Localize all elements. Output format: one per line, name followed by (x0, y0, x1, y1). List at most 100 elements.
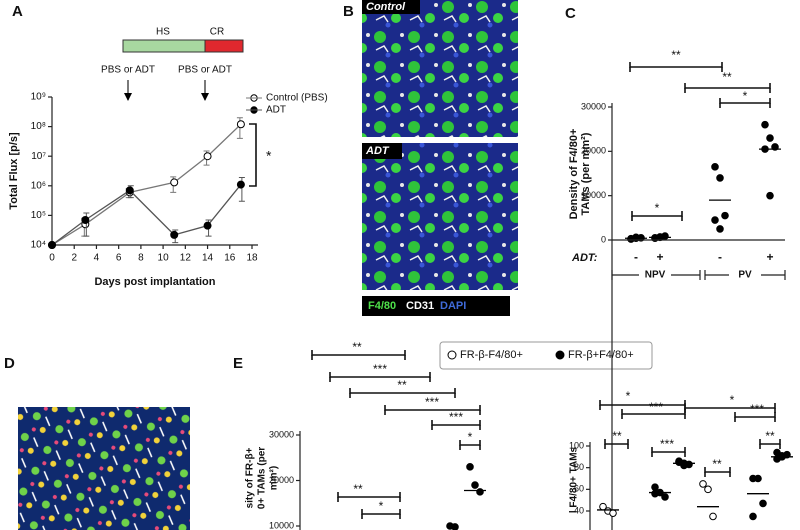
sig-label: * (266, 148, 272, 164)
sig-bracket (249, 123, 257, 187)
x-tick-label: 12 (180, 253, 192, 264)
point (236, 180, 245, 189)
point (471, 481, 479, 489)
point (759, 499, 767, 508)
legend-marker (555, 350, 565, 360)
point (451, 523, 459, 530)
y-tick-label: 80 (574, 462, 584, 472)
point (651, 489, 659, 498)
x-tick-label: 16 (224, 253, 236, 264)
legend-label: FR-β-F4/80+ (460, 349, 523, 361)
stain-label: DAPI (440, 300, 466, 312)
sig-label: *** (373, 362, 387, 376)
stain-label: CD31 (406, 300, 434, 312)
sig-bracket (329, 372, 431, 378)
point (778, 451, 786, 460)
y-tick-label: 30000 (581, 101, 606, 111)
point (203, 221, 212, 230)
y-tick-label: 0 (601, 234, 606, 244)
point (721, 211, 729, 220)
x-tick-label: 0 (49, 253, 55, 264)
point (203, 152, 212, 161)
x-tick-label: 8 (138, 253, 144, 264)
treatment-label: PBS or ADT (178, 65, 232, 76)
image-label-bg (362, 0, 420, 14)
y-tick-label: 10⁷ (31, 151, 46, 162)
arrowhead (124, 93, 132, 101)
panel-label: D (4, 355, 15, 372)
point (761, 120, 769, 129)
sig-bracket (759, 439, 781, 445)
sig-bracket (349, 388, 456, 394)
sig-label: *** (660, 437, 674, 451)
point (766, 191, 774, 200)
panel-label: E (233, 355, 243, 372)
y-tick-label: 10⁶ (31, 180, 46, 191)
y-tick-label: 10⁴ (31, 240, 46, 251)
point (48, 241, 56, 249)
timeline-label: HS (156, 27, 170, 38)
x-tick-label: 10 (158, 253, 170, 264)
y-tick-label: 20000 (581, 146, 606, 156)
panel-label: A (12, 3, 23, 20)
sig-label: *** (425, 395, 439, 409)
sig-bracket (704, 467, 731, 473)
sig-label: ** (712, 457, 722, 471)
x-tick-label: + (656, 250, 663, 264)
image-legend-bg (362, 296, 510, 316)
group-label: NPV (645, 270, 666, 281)
y-tick-label: 30000 (269, 429, 294, 439)
point (632, 233, 640, 242)
sig-label: ** (397, 378, 407, 392)
category-title: ADT: (571, 252, 598, 264)
y-tick-label: 40 (574, 505, 584, 515)
sig-label: * (743, 89, 748, 103)
x-tick-label: - (634, 250, 638, 264)
x-axis-label: Days post implantation (94, 276, 215, 288)
point (704, 485, 712, 494)
image-label: ADT (365, 145, 390, 157)
sig-bracket (337, 492, 401, 498)
point (236, 120, 245, 129)
x-tick-label: 2 (71, 253, 77, 264)
y-tick-label: 10000 (581, 190, 606, 200)
timeline-segment (204, 39, 244, 53)
image-label-bg (362, 143, 402, 159)
sig-bracket (684, 403, 776, 409)
image-adt (362, 143, 518, 290)
point (711, 216, 719, 224)
y-tick-label: 20000 (269, 475, 294, 485)
point (651, 483, 659, 491)
treatment-label: PBS or ADT (101, 65, 155, 76)
x-tick-label: 4 (94, 253, 100, 264)
sig-label: *** (449, 410, 463, 424)
sig-bracket (599, 400, 686, 406)
sig-label: ** (353, 482, 363, 496)
point (716, 225, 724, 233)
series-line (51, 123, 242, 246)
timeline-label: CR (210, 27, 224, 38)
image-label: Control (366, 1, 406, 13)
sig-bracket (384, 405, 481, 411)
legend-label: Control (PBS) (266, 93, 328, 104)
legend-label: ADT (266, 105, 286, 116)
sig-bracket (629, 62, 723, 68)
group-label: PV (738, 270, 752, 281)
sig-bracket (684, 83, 771, 89)
y-axis-label: Density of F4/80+ (568, 129, 580, 220)
stain-label: F4/80 (368, 300, 396, 312)
point (170, 178, 179, 187)
sig-bracket (651, 447, 686, 453)
sig-label: ** (671, 48, 681, 62)
sig-label: ** (612, 429, 622, 443)
sig-label: *** (750, 402, 764, 416)
legend-box (439, 341, 653, 370)
sig-bracket (631, 211, 683, 217)
sig-label: * (379, 499, 384, 513)
y-axis-label: mm²) (269, 466, 280, 490)
y-tick-label: 60 (574, 484, 584, 494)
y-tick-label: 10000 (269, 520, 294, 530)
sig-label: * (655, 201, 660, 215)
y-tick-label: 10⁹ (31, 92, 46, 103)
